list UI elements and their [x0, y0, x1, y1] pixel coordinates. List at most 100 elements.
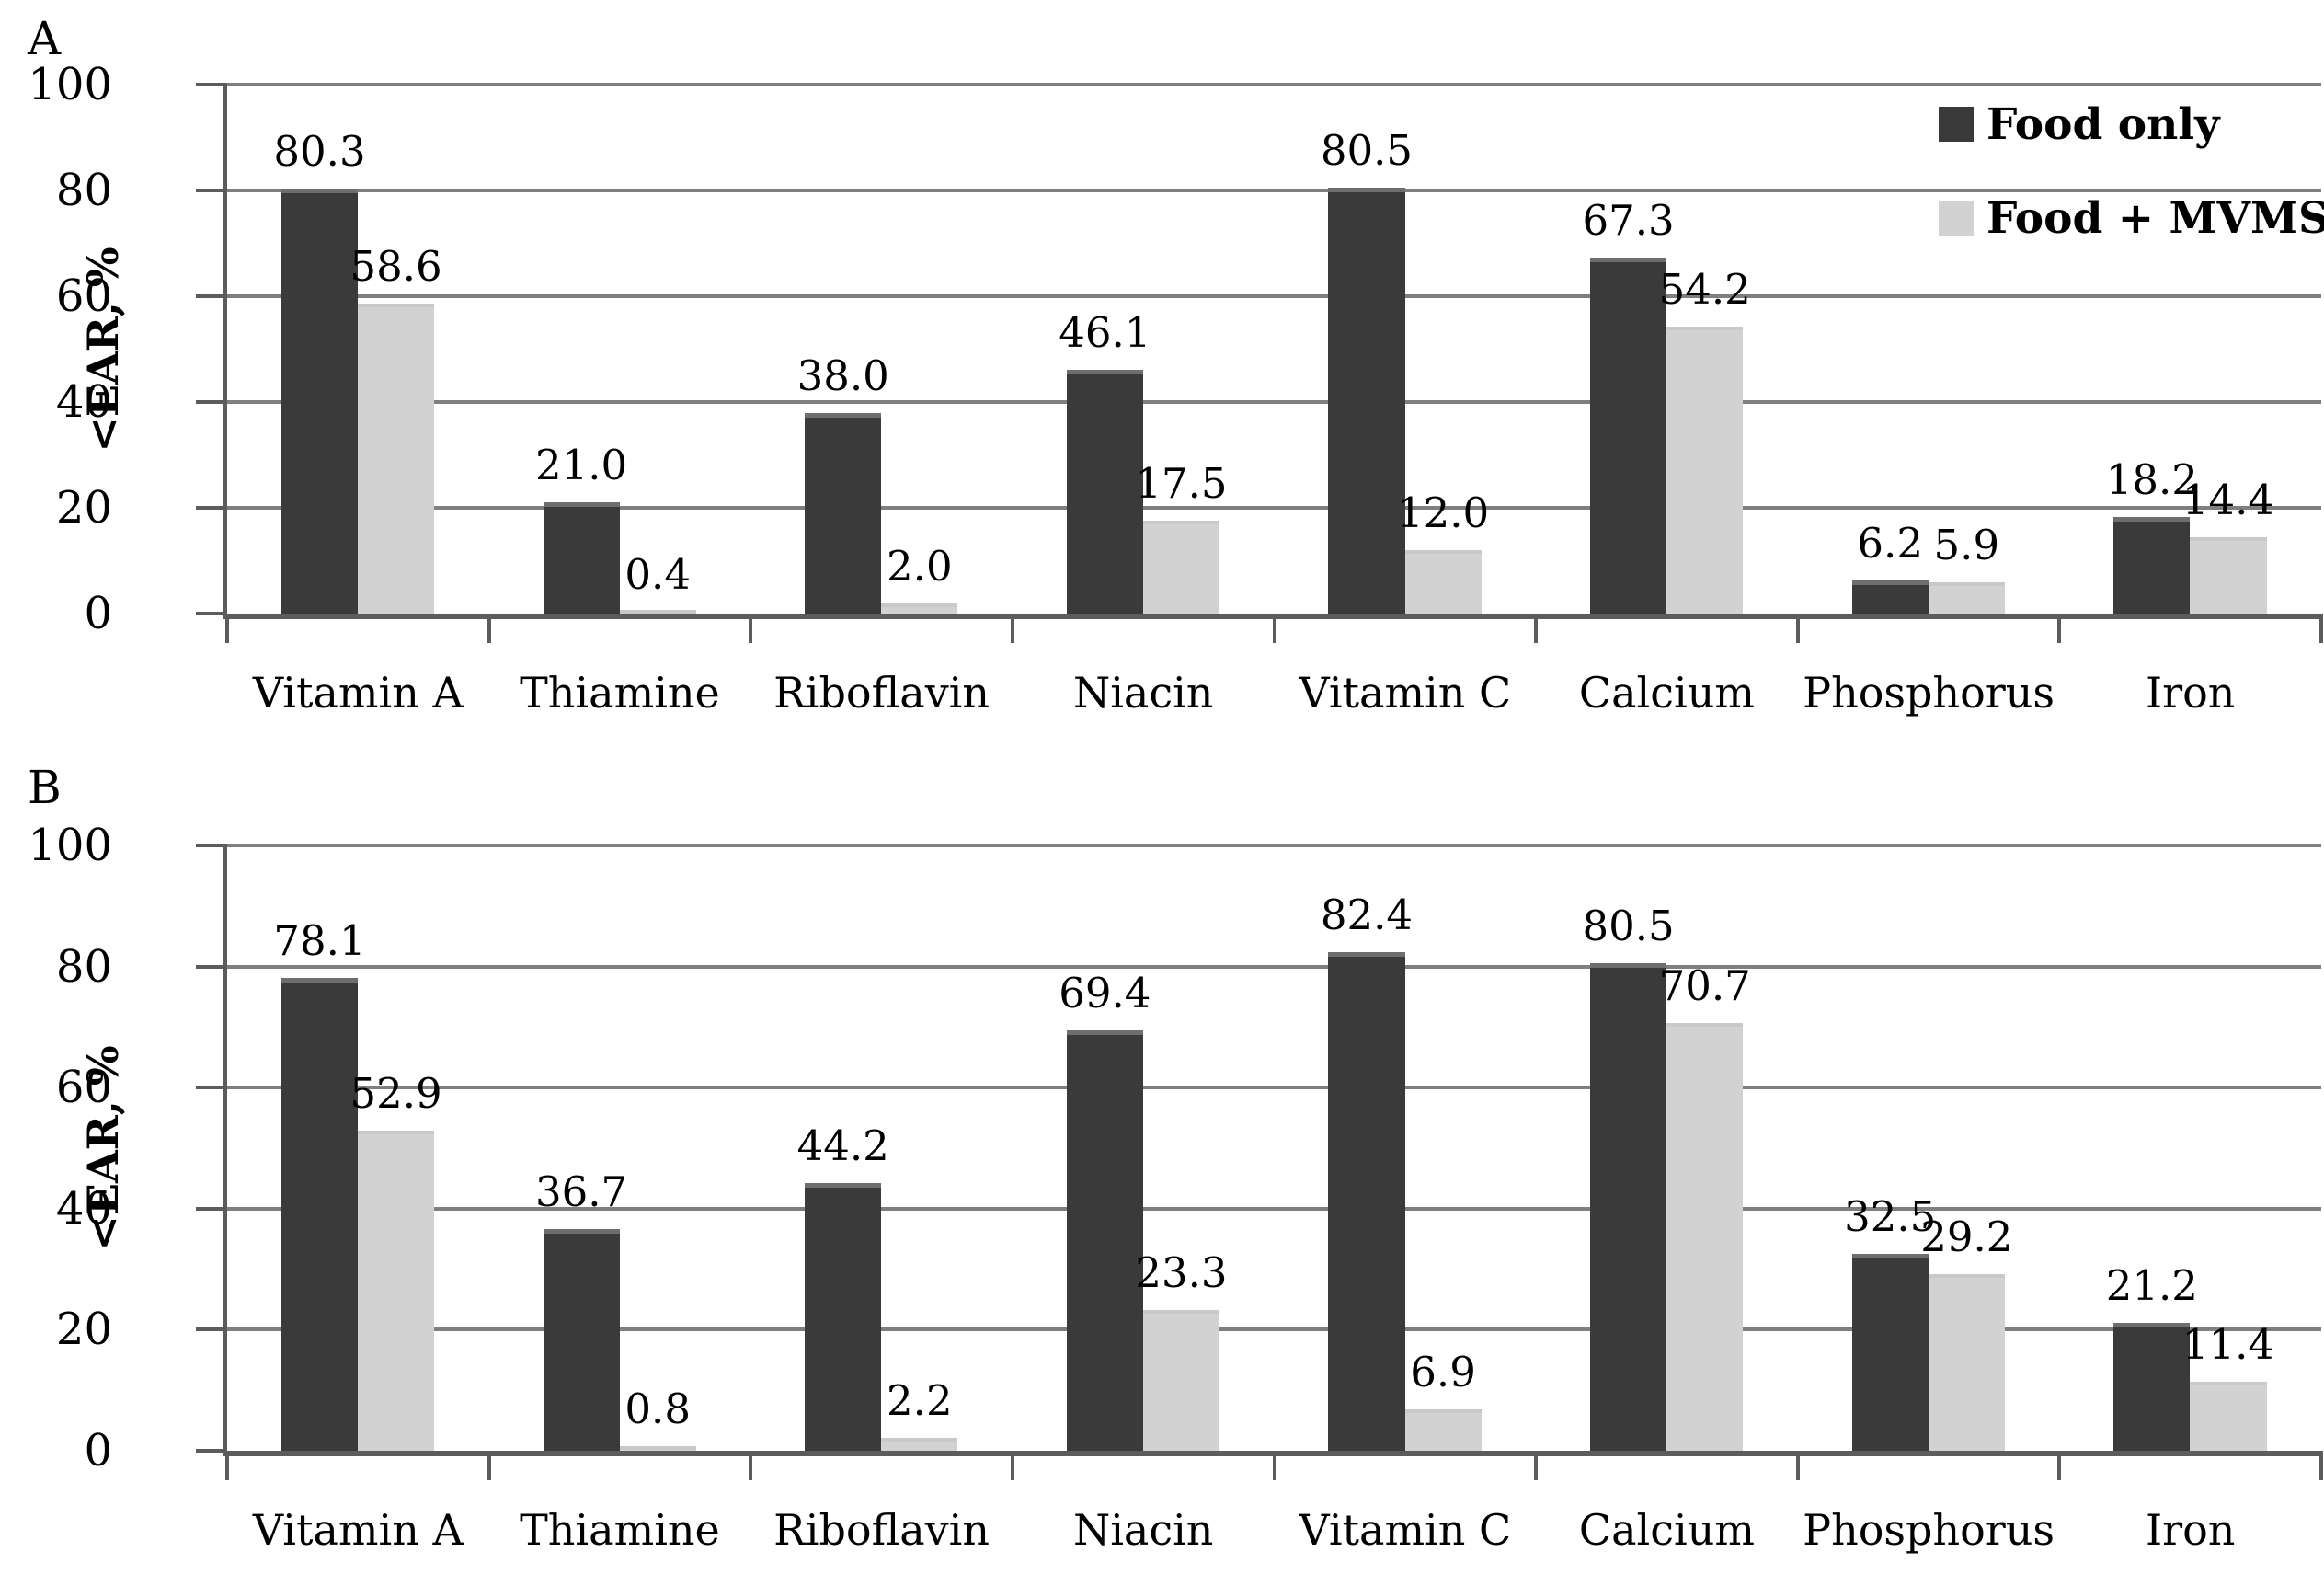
- bar-food-mvms-niacin-b: [1142, 1309, 1219, 1451]
- y-tick-label-100-b: 100: [28, 820, 112, 871]
- x-axis-tick-a: [1010, 614, 1014, 643]
- bar-food-mvms-vitamin-c-a: [1404, 550, 1482, 614]
- bar-value-food-only-iron-b: 21.2: [2105, 1260, 2198, 1310]
- legend: Food only Food + MVMS: [1939, 99, 2324, 291]
- plot-area-b: 0 20 40 60 80 100 Vitamin A Thiamine Riboflavin N…: [28, 820, 2323, 1555]
- x-category-label-vitamin-a-b: Vitamin A: [252, 1505, 464, 1555]
- x-category-label-phosphorus-b: Phosphorus: [1803, 1505, 2055, 1555]
- bar-value-food-only-phosphorus-a: 6.2: [1857, 519, 1923, 569]
- bar-value-food-only-phosphorus-b: 32.5: [1844, 1192, 1937, 1242]
- x-axis-tick-a: [2057, 614, 2062, 643]
- bar-value-food-only-iron-a: 18.2: [2105, 455, 2198, 505]
- bar-value-food-only-vitamin-a-b: 78.1: [273, 916, 366, 966]
- bar-value-food-only-thiamine-b: 36.7: [534, 1167, 628, 1216]
- bar-food-only-thiamine-b: [543, 1228, 620, 1451]
- y-tick-label-0-a: 0: [84, 588, 112, 639]
- bar-food-only-vitamin-c-b: [1328, 951, 1405, 1451]
- bar-food-only-iron-a: [2113, 517, 2191, 614]
- gridline-100-a: [227, 83, 2321, 86]
- panel-a-letter: A: [28, 12, 62, 65]
- y-tick-label-80-b: 80: [55, 940, 112, 993]
- y-tick-label-0-b: 0: [84, 1425, 112, 1477]
- x-category-label-riboflavin-b: Riboflavin: [773, 1505, 990, 1555]
- bar-value-food-mvms-niacin-a: 17.5: [1135, 459, 1228, 509]
- y-axis-tick-80-a: [196, 189, 227, 192]
- x-axis-tick-a: [2319, 614, 2323, 643]
- y-tick-label-60-a: 60: [55, 270, 112, 322]
- gridline-80-a: [227, 189, 2321, 192]
- bar-food-mvms-calcium-a: [1666, 327, 1744, 614]
- bar-value-food-only-vitamin-c-b: 82.4: [1320, 890, 1414, 939]
- x-category-label-iron-b: Iron: [2145, 1505, 2236, 1555]
- bar-food-only-phosphorus-b: [1851, 1254, 1929, 1451]
- y-axis-tick-80-b: [196, 964, 227, 969]
- x-axis-tick-b: [1534, 1451, 1539, 1480]
- x-axis-tick-a: [749, 614, 753, 643]
- x-axis-tick-a: [1795, 614, 1800, 643]
- bar-value-food-mvms-thiamine-b: 0.8: [624, 1384, 691, 1433]
- bar-value-food-mvms-niacin-b: 23.3: [1135, 1247, 1228, 1297]
- y-tick-label-20-a: 20: [55, 482, 112, 534]
- y-axis-tick-0-b: [196, 1449, 227, 1453]
- gridline-40-a: [227, 400, 2321, 404]
- gridline-20-b: [227, 1327, 2321, 1332]
- y-axis-tick-100-a: [196, 83, 227, 86]
- gridline-60-b: [227, 1086, 2321, 1090]
- plot-area-a: 0 20 40 60 80 100 Vitamin A Thiamine Riboflavin N…: [28, 59, 2323, 718]
- bar-food-only-vitamin-a-a: [280, 189, 359, 614]
- y-axis-tick-40-b: [196, 1206, 227, 1211]
- x-category-label-vitamin-c-b: Vitamin C: [1299, 1505, 1512, 1555]
- legend-item-food-only: Food only: [1939, 99, 2324, 150]
- gridline-80-b: [227, 964, 2321, 969]
- bar-food-mvms-thiamine-a: [619, 610, 696, 614]
- y-tick-label-100-a: 100: [28, 59, 112, 110]
- y-axis-tick-40-a: [196, 400, 227, 404]
- x-category-label-thiamine-a: Thiamine: [520, 668, 720, 718]
- x-axis-tick-b: [2057, 1451, 2062, 1480]
- bar-food-mvms-phosphorus-a: [1928, 582, 2005, 614]
- bar-food-only-calcium-a: [1590, 258, 1667, 614]
- bar-food-only-riboflavin-b: [805, 1183, 882, 1451]
- bar-value-food-mvms-iron-b: 11.4: [2181, 1319, 2275, 1369]
- y-axis-tick-20-b: [196, 1327, 227, 1332]
- bar-value-food-mvms-phosphorus-a: 5.9: [1933, 521, 2000, 570]
- x-category-label-thiamine-b: Thiamine: [520, 1505, 720, 1555]
- y-axis-tick-60-b: [196, 1086, 227, 1090]
- legend-label-food-mvms: Food + MVMS: [1986, 192, 2324, 244]
- x-category-label-niacin-a: Niacin: [1072, 668, 1214, 718]
- x-axis-tick-a: [1272, 614, 1276, 643]
- bar-food-mvms-niacin-a: [1142, 521, 1219, 614]
- x-axis-tick-a: [487, 614, 491, 643]
- y-tick-label-60-b: 60: [55, 1062, 112, 1114]
- legend-swatch-food-only: [1939, 107, 1974, 142]
- x-axis-tick-b: [1272, 1451, 1276, 1480]
- gridline-60-a: [227, 294, 2321, 298]
- bar-value-food-only-niacin-b: 69.4: [1059, 969, 1151, 1018]
- bar-value-food-only-niacin-a: 46.1: [1059, 307, 1151, 357]
- x-category-label-vitamin-c-a: Vitamin C: [1299, 668, 1512, 718]
- bar-food-only-iron-b: [2113, 1322, 2191, 1451]
- bar-food-mvms-iron-a: [2190, 537, 2267, 614]
- bar-food-mvms-vitamin-c-b: [1404, 1408, 1482, 1451]
- bar-food-only-vitamin-c-a: [1328, 188, 1405, 614]
- y-tick-label-20-b: 20: [55, 1304, 112, 1356]
- bar-food-only-vitamin-a-b: [280, 978, 359, 1451]
- bar-value-food-only-vitamin-c-a: 80.5: [1320, 126, 1414, 176]
- bar-value-food-mvms-vitamin-a-b: 52.9: [349, 1068, 442, 1118]
- panel-b-letter: B: [28, 761, 62, 814]
- y-tick-label-40-a: 40: [55, 376, 112, 428]
- x-axis-tick-b: [2319, 1451, 2323, 1480]
- x-category-label-iron-a: Iron: [2145, 668, 2236, 718]
- bar-food-only-phosphorus-a: [1851, 580, 1929, 614]
- legend-label-food-only: Food only: [1986, 98, 2220, 150]
- bar-value-food-mvms-calcium-a: 54.2: [1658, 265, 1751, 315]
- bar-value-food-mvms-calcium-b: 70.7: [1658, 960, 1751, 1010]
- bar-value-food-only-riboflavin-b: 44.2: [796, 1121, 889, 1171]
- bar-food-mvms-vitamin-a-a: [358, 304, 435, 614]
- gridline-40-b: [227, 1206, 2321, 1211]
- gridline-100-b: [227, 844, 2321, 847]
- bar-value-food-mvms-vitamin-c-a: 12.0: [1396, 488, 1490, 537]
- bar-value-food-mvms-vitamin-a-a: 58.6: [349, 242, 442, 292]
- bar-food-only-niacin-b: [1066, 1030, 1143, 1451]
